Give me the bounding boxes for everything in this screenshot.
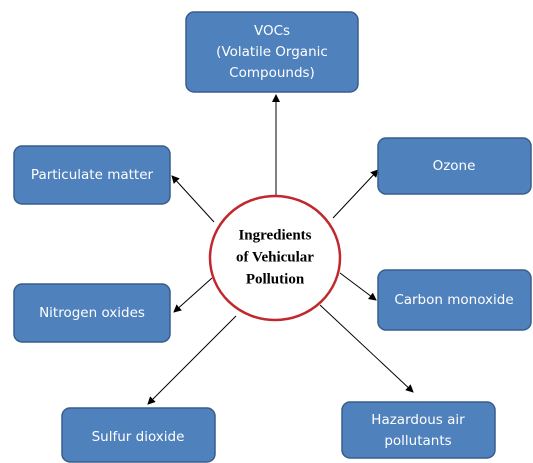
node-label: Hazardous air <box>371 412 465 428</box>
arrow <box>173 277 213 313</box>
node-label: Ozone <box>433 158 476 174</box>
node: Nitrogen oxides <box>13 283 171 343</box>
node-label: VOCs <box>254 23 290 39</box>
node-label: (Volatile Organic <box>216 44 328 60</box>
node-label: Nitrogen oxides <box>39 305 145 321</box>
node-label: Sulfur dioxide <box>92 429 185 445</box>
center-ellipse <box>208 194 342 322</box>
center: Ingredients of Vehicular Pollution <box>208 194 342 322</box>
node-box <box>185 11 359 93</box>
arrow <box>319 304 414 393</box>
arrow <box>332 169 379 219</box>
arrow <box>171 175 215 223</box>
node-box <box>377 269 532 331</box>
center-label: Pollution <box>246 271 305 287</box>
arrows <box>147 94 414 405</box>
node: Sulfur dioxide <box>61 407 216 463</box>
arrow <box>147 315 237 405</box>
node: Hazardous air pollutants <box>341 401 496 459</box>
node-label: pollutants <box>384 433 451 449</box>
node-label: Compounds) <box>229 65 315 81</box>
node: Ozone <box>377 137 532 195</box>
node: VOCs (Volatile Organic Compounds) <box>185 11 359 93</box>
node-label: Particulate matter <box>31 167 154 183</box>
node-box <box>13 145 171 205</box>
node: Carbon monoxide <box>377 269 532 331</box>
node-label: Carbon monoxide <box>394 292 513 308</box>
center-label: Ingredients <box>238 227 311 243</box>
center-label: of Vehicular <box>236 249 314 265</box>
node: Particulate matter <box>13 145 171 205</box>
node-box <box>13 283 171 343</box>
node-box <box>341 401 496 459</box>
arrow <box>339 272 377 301</box>
node-box <box>61 407 216 463</box>
node-box <box>377 137 532 195</box>
